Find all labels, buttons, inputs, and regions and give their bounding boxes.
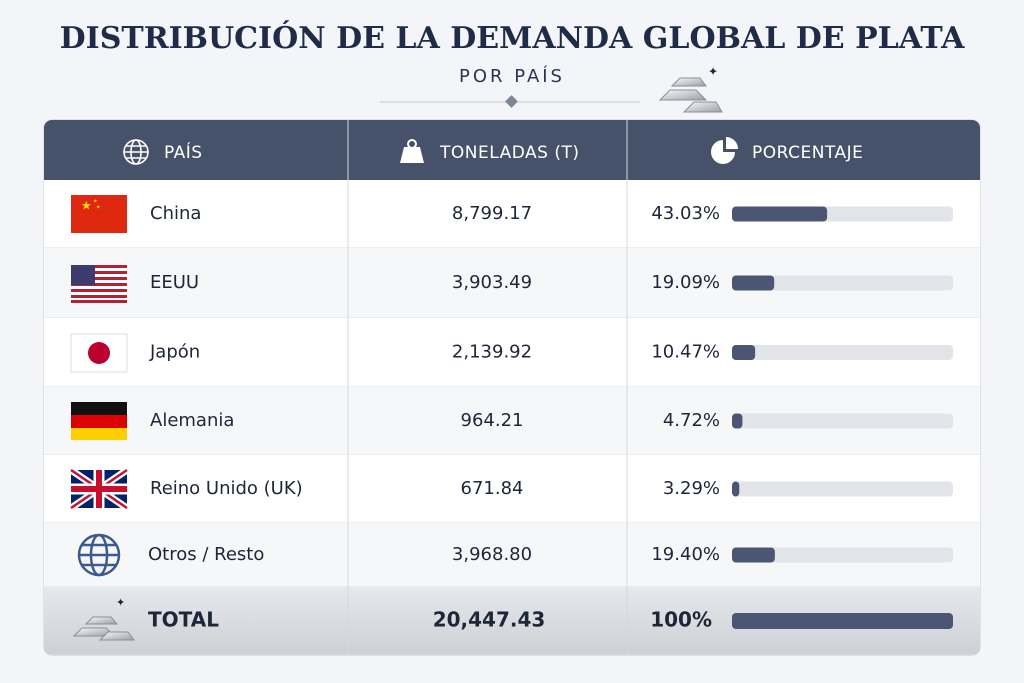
svg-text:✦: ✦ bbox=[708, 65, 718, 79]
percent-bar bbox=[732, 275, 775, 291]
tonnes: 964.21 bbox=[461, 410, 524, 431]
percent-bar bbox=[732, 345, 756, 360]
svg-text:★: ★ bbox=[81, 199, 92, 213]
bar-track bbox=[732, 413, 953, 429]
percent-label: 3.29% bbox=[663, 478, 720, 499]
bar-track bbox=[732, 481, 953, 497]
subtitle: POR PAÍS bbox=[459, 65, 565, 87]
country-name: Alemania bbox=[150, 410, 234, 431]
weight-icon bbox=[400, 139, 424, 163]
bar-track bbox=[732, 547, 953, 563]
percent-label: 19.09% bbox=[651, 272, 720, 293]
globe-icon bbox=[123, 139, 149, 165]
tonnes: 2,139.92 bbox=[452, 342, 532, 363]
header-row bbox=[44, 120, 980, 180]
tonnes: 671.84 bbox=[461, 478, 524, 499]
percent-bar bbox=[732, 206, 828, 222]
bar-track bbox=[732, 275, 953, 291]
country-name: EEUU bbox=[150, 272, 199, 293]
percent-label: 10.47% bbox=[651, 342, 720, 363]
column-header: TONELADAS (T) bbox=[439, 143, 579, 163]
percent-bar bbox=[732, 613, 953, 629]
pie-icon bbox=[711, 137, 738, 164]
flag-germany bbox=[71, 402, 127, 440]
silver-bars-icon: ✦ bbox=[658, 65, 723, 113]
column-header: PAÍS bbox=[164, 141, 203, 163]
country-name: Otros / Resto bbox=[148, 544, 264, 565]
flag-japan bbox=[70, 333, 128, 373]
total-label: TOTAL bbox=[148, 608, 219, 632]
country-name: Reino Unido (UK) bbox=[150, 478, 303, 499]
globe-others bbox=[77, 533, 121, 577]
table-content: ★ ★★ ✦ bbox=[69, 137, 738, 641]
country-name: China bbox=[150, 203, 201, 224]
table: PAÍS TONELADAS (T) PORCENTAJE China 8,799.17… bbox=[44, 120, 980, 655]
flag-uk bbox=[69, 467, 129, 511]
country-name: Japón bbox=[149, 342, 200, 363]
tonnes: 8,799.17 bbox=[452, 203, 532, 224]
svg-text:✦: ✦ bbox=[116, 596, 125, 609]
percent-bar bbox=[732, 547, 775, 563]
tonnes: 3,968.80 bbox=[452, 544, 532, 565]
percent-label: 43.03% bbox=[651, 203, 720, 224]
percent-label: 19.40% bbox=[651, 544, 720, 565]
silver-bars-total: ✦ bbox=[72, 596, 135, 641]
flag-usa bbox=[71, 265, 127, 303]
svg-text:★: ★ bbox=[96, 205, 101, 211]
tonnes: 3,903.49 bbox=[452, 272, 532, 293]
svg-text:★: ★ bbox=[93, 199, 98, 205]
bar-track bbox=[732, 345, 953, 360]
percent-bar bbox=[732, 481, 740, 497]
percent-label: 100% bbox=[650, 608, 712, 632]
percent-label: 4.72% bbox=[663, 410, 720, 431]
tonnes: 20,447.43 bbox=[433, 608, 546, 632]
column-header: PORCENTAJE bbox=[752, 143, 863, 163]
title: DISTRIBUCIÓN DE LA DEMANDA GLOBAL DE PLA… bbox=[60, 20, 965, 56]
divider bbox=[380, 95, 640, 108]
flag-china: ★ ★★ bbox=[71, 195, 127, 233]
percent-bar bbox=[732, 413, 743, 429]
